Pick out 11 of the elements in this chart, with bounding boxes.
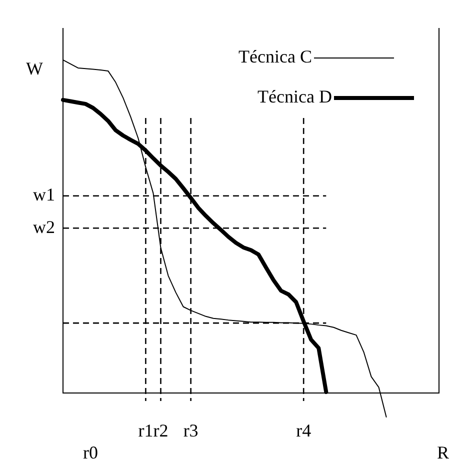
text: r0	[83, 442, 98, 463]
x-tick-label: r1	[138, 420, 154, 441]
x-tick-label: r3	[183, 420, 198, 441]
ref-line-label: w1	[33, 184, 55, 205]
legend-label: Técnica C	[238, 46, 312, 67]
legend-label: Técnica D	[258, 86, 332, 107]
y-axis-title: W	[26, 58, 43, 79]
ref-line-label: w2	[33, 216, 55, 237]
x-tick-label: r4	[296, 420, 312, 441]
x-tick-label: r2	[153, 420, 168, 441]
x-axis-title: R	[437, 442, 450, 463]
